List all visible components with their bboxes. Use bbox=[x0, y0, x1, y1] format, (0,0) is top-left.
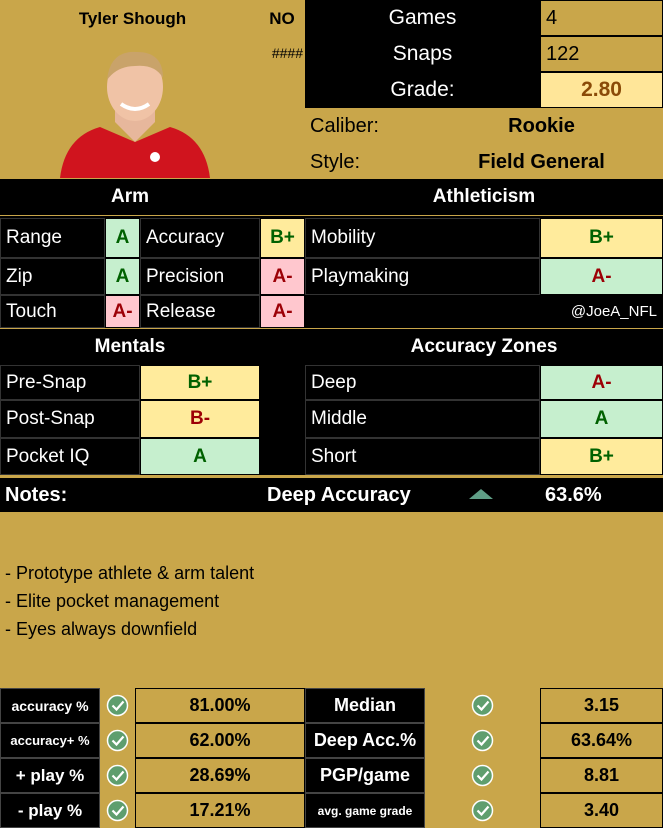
section-header: Mentals bbox=[94, 336, 166, 357]
profile-value: Rookie bbox=[508, 114, 575, 137]
skill-grade: A bbox=[105, 258, 140, 295]
skill-label: Playmaking bbox=[305, 258, 540, 295]
stat-value: 17.21% bbox=[135, 793, 305, 828]
stat-value: 81.00% bbox=[135, 688, 305, 723]
mental-label: Middle bbox=[305, 400, 540, 438]
stat-value: 63.64% bbox=[540, 723, 663, 758]
stat-label: accuracy % bbox=[0, 688, 100, 723]
skill-grade: A- bbox=[260, 295, 305, 328]
skill-grade: A bbox=[105, 218, 140, 258]
skill-grade: A- bbox=[105, 295, 140, 328]
stat-label: - play % bbox=[0, 793, 100, 828]
stat-value: 62.00% bbox=[135, 723, 305, 758]
section-header: Arm bbox=[110, 186, 149, 207]
check-icon bbox=[471, 799, 494, 822]
section-header: Accuracy Zones bbox=[410, 336, 558, 357]
summary-label: Games bbox=[388, 6, 457, 29]
notes-label: Notes: bbox=[5, 483, 68, 506]
summary-panel bbox=[305, 0, 540, 108]
placeholder: #### bbox=[271, 45, 303, 61]
stat-value: 3.40 bbox=[540, 793, 663, 828]
skill-label: Release bbox=[140, 295, 260, 328]
stat-label: PGP/game bbox=[305, 758, 425, 793]
mental-grade: A- bbox=[540, 365, 663, 400]
skill-label: Touch bbox=[0, 295, 105, 328]
mental-label: Short bbox=[305, 438, 540, 475]
summary-value: 4 bbox=[540, 0, 663, 36]
skill-label: Precision bbox=[140, 258, 260, 295]
note-line: - Prototype athlete & arm talent bbox=[5, 562, 255, 583]
check-icon bbox=[106, 729, 129, 752]
stat-label: + play % bbox=[0, 758, 100, 793]
note-line: - Elite pocket management bbox=[5, 590, 220, 611]
profile-label: Style: bbox=[310, 150, 361, 173]
credit: @JoeA_NFL bbox=[570, 303, 657, 320]
mental-grade: A bbox=[140, 438, 260, 475]
stat-value: 8.81 bbox=[540, 758, 663, 793]
mental-grade: B+ bbox=[140, 365, 260, 400]
profile-label: Caliber: bbox=[310, 114, 379, 137]
notes-bar bbox=[0, 478, 663, 512]
stat-label: accuracy+ % bbox=[0, 723, 100, 758]
summary-value: 122 bbox=[540, 36, 663, 72]
skill-label: Range bbox=[0, 218, 105, 258]
stat-label: Deep Acc.% bbox=[305, 723, 425, 758]
skill-grade: A- bbox=[540, 258, 663, 295]
mental-grade: A bbox=[540, 400, 663, 438]
player-name: Tyler Shough bbox=[78, 9, 187, 28]
stat-value: 3.15 bbox=[540, 688, 663, 723]
mental-label: Pre-Snap bbox=[0, 365, 140, 400]
skill-label: Mobility bbox=[305, 218, 540, 258]
stat-label: avg. game grade bbox=[305, 793, 425, 828]
trend-icon bbox=[469, 489, 493, 499]
summary-label: Snaps bbox=[392, 42, 453, 65]
section-bar bbox=[0, 329, 663, 365]
check-icon bbox=[471, 764, 494, 787]
mental-grade: B+ bbox=[540, 438, 663, 475]
profile-value: Field General bbox=[478, 150, 605, 173]
summary-value: 2.80 bbox=[540, 72, 663, 108]
mental-label: Pocket IQ bbox=[0, 438, 140, 475]
skill-label: Accuracy bbox=[140, 218, 260, 258]
skill-grade: B+ bbox=[260, 218, 305, 258]
note-line: - Eyes always downfield bbox=[5, 618, 198, 639]
summary-label: Grade: bbox=[390, 78, 455, 101]
skill-label: Zip bbox=[0, 258, 105, 295]
skill-grade: A- bbox=[260, 258, 305, 295]
notes-highlight: Deep Accuracy bbox=[267, 483, 411, 506]
check-icon bbox=[471, 694, 494, 717]
player-photo bbox=[60, 51, 210, 178]
mental-grade: B- bbox=[140, 400, 260, 438]
stat-value: 28.69% bbox=[135, 758, 305, 793]
section-header: Athleticism bbox=[432, 186, 536, 207]
check-icon bbox=[106, 799, 129, 822]
team: NO bbox=[269, 9, 295, 28]
check-icon bbox=[106, 764, 129, 787]
section-bar bbox=[0, 179, 663, 215]
mental-label: Deep bbox=[305, 365, 540, 400]
stat-label: Median bbox=[305, 688, 425, 723]
skill-grade: B+ bbox=[540, 218, 663, 258]
mental-label: Post-Snap bbox=[0, 400, 140, 438]
check-icon bbox=[106, 694, 129, 717]
notes-highlight-value: 63.6% bbox=[545, 483, 602, 506]
check-icon bbox=[471, 729, 494, 752]
